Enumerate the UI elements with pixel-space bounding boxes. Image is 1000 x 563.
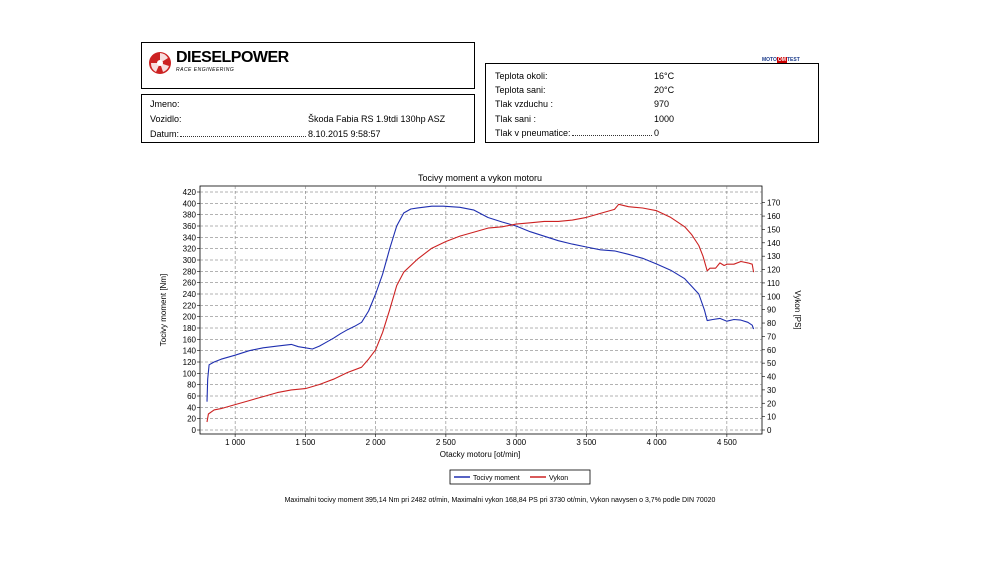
torque-series-line <box>206 205 755 402</box>
y2-tick-label: 150 <box>767 225 781 234</box>
badge-mid: OM <box>776 57 787 63</box>
y2-tick-label: 30 <box>767 386 776 395</box>
y-tick-label: 280 <box>183 267 197 276</box>
y-tick-label: 260 <box>183 279 197 288</box>
y-tick-label: 20 <box>187 415 196 424</box>
x-tick-label: 1 000 <box>225 438 246 447</box>
axes: 0204060801001201401601802002202402602803… <box>183 188 781 447</box>
y-tick-label: 320 <box>183 245 197 254</box>
y-tick-label: 400 <box>183 199 197 208</box>
y-tick-label: 220 <box>183 301 197 310</box>
cond-label: Teplota okoli: <box>495 71 548 81</box>
y-tick-label: 380 <box>183 211 197 220</box>
y2-tick-label: 100 <box>767 292 781 301</box>
y-tick-label: 420 <box>183 188 197 197</box>
cond-value: 0 <box>654 128 660 138</box>
legend-label-torque: Tocivy moment <box>473 475 520 482</box>
y-tick-label: 200 <box>183 313 197 322</box>
cond-label: Tlak vzduchu : <box>495 99 554 109</box>
x-tick-label: 2 000 <box>366 438 387 447</box>
y2-tick-label: 160 <box>767 212 781 221</box>
y-tick-label: 100 <box>183 369 197 378</box>
y-tick-label: 40 <box>187 403 196 412</box>
y-tick-label: 80 <box>187 381 196 390</box>
x-tick-label: 3 000 <box>506 438 527 447</box>
cond-label: Tlak sani : <box>495 114 537 124</box>
logo-text: DIESELPOWER <box>176 49 289 66</box>
turbo-logo-icon <box>149 52 171 74</box>
cond-value: 20°C <box>654 85 675 95</box>
chart-title: Tocivy moment a vykon motoru <box>418 173 542 183</box>
badge-left: MOTO <box>762 57 777 63</box>
plot-area <box>199 185 763 435</box>
y2-tick-label: 40 <box>767 373 776 382</box>
datum-value: 8.10.2015 9:58:57 <box>308 129 381 139</box>
y-tick-label: 180 <box>183 324 197 333</box>
logo-panel: DIESELPOWER RACE ENGINEERING <box>141 42 475 89</box>
datum-divider <box>180 136 306 137</box>
cond-value: 1000 <box>654 114 675 124</box>
grid <box>200 186 762 434</box>
y2-tick-label: 140 <box>767 239 781 248</box>
legend-label-power: Vykon <box>549 475 568 482</box>
summary-footer: Maximalni tocivy moment 395,14 Nm pri 24… <box>284 497 716 504</box>
y-tick-label: 120 <box>183 358 197 367</box>
y-tick-label: 60 <box>187 392 196 401</box>
vozidlo-label: Vozidlo: <box>150 114 182 124</box>
motortest-badge: MOTOOMTEST <box>762 56 800 64</box>
y2-tick-label: 70 <box>767 332 776 341</box>
cond-value: 970 <box>654 99 670 109</box>
x-axis-label: Otacky motoru [ot/min] <box>440 450 520 459</box>
cond-value: 16°C <box>654 71 675 81</box>
y2-tick-label: 10 <box>767 413 776 422</box>
legend-box <box>449 469 591 485</box>
y2-tick-label: 90 <box>767 306 776 315</box>
datum-label: Datum: <box>150 129 180 139</box>
y-tick-label: 300 <box>183 256 197 265</box>
y2-tick-label: 20 <box>767 399 776 408</box>
x-tick-label: 1 500 <box>295 438 316 447</box>
y2-tick-label: 60 <box>767 346 776 355</box>
x-tick-label: 4 500 <box>717 438 738 447</box>
vehicle-info-panel: Jmeno: Vozidlo: Škoda Fabia RS 1.9tdi 13… <box>141 94 475 143</box>
pressure-divider <box>572 135 652 136</box>
series-layer <box>206 203 755 423</box>
cond-label: Teplota sani: <box>495 85 546 95</box>
y-tick-label: 0 <box>192 426 197 435</box>
x-tick-label: 2 500 <box>436 438 457 447</box>
y-axis-label: Tocivy moment [Nm] <box>159 274 168 346</box>
y2-tick-label: 0 <box>767 426 772 435</box>
power-series-line <box>206 203 755 423</box>
vozidlo-value: Škoda Fabia RS 1.9tdi 130hp ASZ <box>308 114 446 124</box>
badge-right: TEST <box>786 57 800 63</box>
y-tick-label: 160 <box>183 335 197 344</box>
y-tick-label: 140 <box>183 347 197 356</box>
y2-tick-label: 80 <box>767 319 776 328</box>
x-tick-label: 4 000 <box>647 438 668 447</box>
conditions-panel: Teplota okoli: 16°C Teplota sani: 20°C T… <box>485 63 819 143</box>
jmeno-label: Jmeno: <box>150 99 180 109</box>
cond-label: Tlak v pneumatice: <box>495 128 571 138</box>
y2-axis-label: Vykon [PS] <box>793 290 802 329</box>
y2-tick-label: 120 <box>767 266 781 275</box>
y-tick-label: 340 <box>183 233 197 242</box>
y2-tick-label: 50 <box>767 359 776 368</box>
y-tick-label: 360 <box>183 222 197 231</box>
y-tick-label: 240 <box>183 290 197 299</box>
logo-subtitle: RACE ENGINEERING <box>176 67 235 73</box>
x-tick-label: 3 500 <box>576 438 597 447</box>
y2-tick-label: 110 <box>767 279 780 288</box>
y2-tick-label: 170 <box>767 199 781 208</box>
y2-tick-label: 130 <box>767 252 781 261</box>
